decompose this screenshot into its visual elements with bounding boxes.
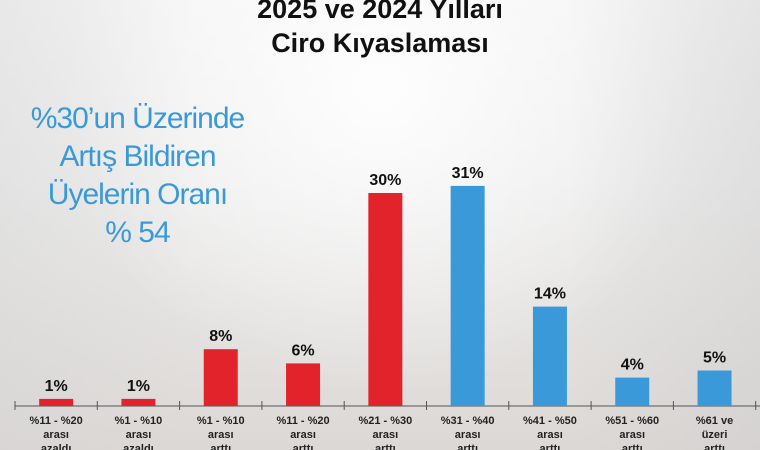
chart-title: 2025 ve 2024 Yılları Ciro Kıyaslaması — [190, 0, 570, 60]
data-label: 30% — [369, 172, 401, 189]
bar — [368, 193, 403, 406]
category-label: arası — [537, 429, 563, 441]
bar — [203, 349, 238, 406]
category-label: arası — [372, 429, 398, 441]
bar — [286, 363, 321, 406]
bar — [697, 370, 732, 406]
category-label: arttı — [457, 443, 478, 450]
bar — [450, 185, 485, 406]
data-label: 4% — [621, 357, 644, 374]
category-label: %11 - %20 — [30, 415, 83, 427]
category-label: azaldı — [41, 443, 72, 450]
category-label: arttı — [375, 443, 396, 450]
bar — [39, 398, 74, 406]
category-label: arası — [126, 429, 152, 441]
annotation-line-1: %30’un Üzerinde — [30, 102, 245, 135]
title-line-1: 2025 ve 2024 Yılları — [257, 0, 503, 24]
bar — [121, 398, 156, 406]
category-label: %61 ve — [696, 415, 733, 427]
category-label: %1 - %10 — [115, 415, 163, 427]
category-label: %21 - %30 — [358, 415, 412, 427]
category-label: %11 - %20 — [276, 415, 329, 427]
annotation-line-4: % 54 — [105, 216, 170, 249]
bar — [532, 306, 567, 406]
category-label: arttı — [293, 443, 314, 450]
category-label: arası — [43, 429, 69, 441]
data-label: 14% — [534, 286, 566, 303]
category-label: üzeri — [702, 429, 728, 441]
category-label: arası — [455, 429, 481, 441]
data-label: 8% — [209, 328, 232, 345]
title-line-2: Ciro Kıyaslaması — [271, 28, 489, 58]
annotation-line-3: Üyelerin Oranı — [47, 178, 228, 211]
data-label: 1% — [45, 378, 68, 395]
category-label: arttı — [210, 443, 231, 450]
data-label: 1% — [127, 378, 150, 395]
category-label: arttı — [622, 443, 643, 450]
category-label: %51 - %60 — [605, 415, 659, 427]
data-label: 31% — [452, 165, 484, 182]
category-label: arttı — [540, 443, 561, 450]
category-label: %31 - %40 — [441, 415, 495, 427]
category-label: %41 - %50 — [523, 415, 577, 427]
category-label: arası — [619, 429, 645, 441]
data-label: 6% — [291, 342, 314, 359]
category-label: arası — [290, 429, 316, 441]
annotation: %30’un Üzerinde Artış Bildiren Üyelerin … — [0, 100, 275, 252]
data-label: 5% — [703, 350, 726, 367]
category-label: %1 - %10 — [197, 415, 245, 427]
category-label: arttı — [704, 443, 725, 450]
category-label: arası — [208, 429, 234, 441]
annotation-line-2: Artış Bildiren — [59, 140, 216, 173]
category-label: azaldı — [123, 443, 154, 450]
bar — [615, 377, 650, 406]
